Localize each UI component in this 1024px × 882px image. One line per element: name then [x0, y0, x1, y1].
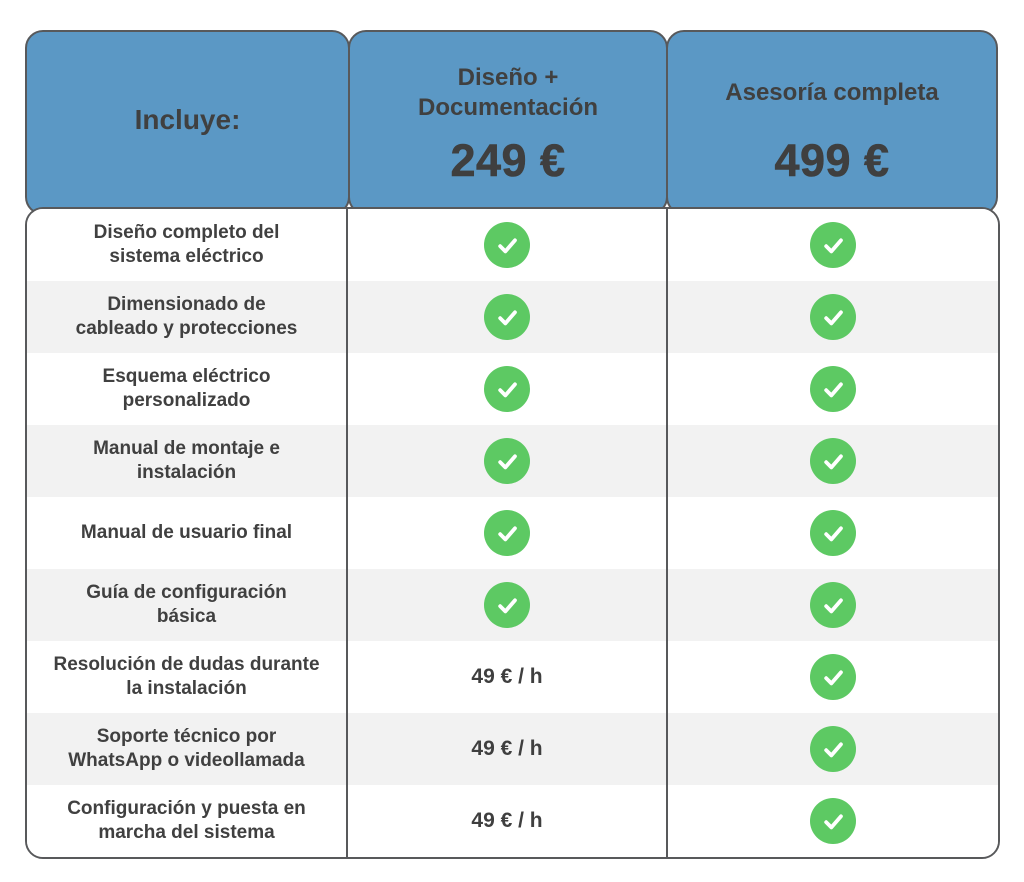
check-icon — [484, 294, 530, 340]
table-header-row: Incluye: Diseño + Documentación 249 € As… — [25, 30, 1000, 215]
check-icon — [484, 438, 530, 484]
hourly-rate-text: 49 € / h — [471, 665, 543, 688]
check-icon — [810, 294, 856, 340]
check-icon — [810, 438, 856, 484]
plan-price-advisory: 499 € — [774, 134, 890, 186]
check-icon — [484, 222, 530, 268]
check-icon — [810, 726, 856, 772]
check-icon — [810, 798, 856, 844]
header-cell-includes: Incluye: — [25, 30, 350, 215]
table-row: Diseño completo del sistema eléctrico — [27, 209, 998, 281]
check-icon — [810, 366, 856, 412]
feature-label: Manual de montaje e instalación — [27, 425, 348, 497]
table-row: Manual de usuario final — [27, 497, 998, 569]
plan1-cell: 49 € / h — [348, 785, 668, 857]
check-icon — [484, 582, 530, 628]
feature-label: Diseño completo del sistema eléctrico — [27, 209, 348, 281]
plan2-cell — [668, 569, 998, 641]
plan2-cell — [668, 785, 998, 857]
header-cell-plan-advisory: Asesoría completa 499 € — [666, 30, 998, 215]
feature-label: Guía de configuración básica — [27, 569, 348, 641]
plan2-cell — [668, 281, 998, 353]
feature-label: Resolución de dudas durante la instalaci… — [27, 641, 348, 713]
table-row: Guía de configuración básica — [27, 569, 998, 641]
plan1-cell — [348, 497, 668, 569]
includes-label: Incluye: — [134, 103, 241, 135]
plan1-cell: 49 € / h — [348, 641, 668, 713]
table-row: Esquema eléctrico personalizado — [27, 353, 998, 425]
feature-label: Esquema eléctrico personalizado — [27, 353, 348, 425]
table-row: Soporte técnico por WhatsApp o videollam… — [27, 713, 998, 785]
check-icon — [484, 366, 530, 412]
table-body: Diseño completo del sistema eléctrico Di… — [25, 207, 1000, 859]
feature-label: Dimensionado de cableado y protecciones — [27, 281, 348, 353]
plan1-cell — [348, 209, 668, 281]
plan1-cell — [348, 569, 668, 641]
check-icon — [810, 510, 856, 556]
plan2-cell — [668, 497, 998, 569]
plan1-cell — [348, 425, 668, 497]
table-row: Resolución de dudas durante la instalaci… — [27, 641, 998, 713]
feature-label: Configuración y puesta en marcha del sis… — [27, 785, 348, 857]
check-icon — [810, 654, 856, 700]
plan2-cell — [668, 641, 998, 713]
plan1-cell: 49 € / h — [348, 713, 668, 785]
hourly-rate-text: 49 € / h — [471, 737, 543, 760]
feature-label: Manual de usuario final — [27, 497, 348, 569]
plan2-cell — [668, 209, 998, 281]
plan1-cell — [348, 281, 668, 353]
plan-title-advisory: Asesoría completa — [725, 78, 939, 106]
table-row: Manual de montaje e instalación — [27, 425, 998, 497]
feature-label: Soporte técnico por WhatsApp o videollam… — [27, 713, 348, 785]
plan2-cell — [668, 713, 998, 785]
hourly-rate-text: 49 € / h — [471, 809, 543, 832]
plan-price-design: 249 € — [450, 134, 566, 186]
header-cell-plan-design: Diseño + Documentación 249 € — [348, 30, 668, 215]
plan2-cell — [668, 425, 998, 497]
pricing-table: Incluye: Diseño + Documentación 249 € As… — [25, 30, 1000, 859]
check-icon — [810, 222, 856, 268]
plan1-cell — [348, 353, 668, 425]
check-icon — [810, 582, 856, 628]
plan-title-design: Diseño + Documentación — [417, 64, 599, 121]
table-row: Configuración y puesta en marcha del sis… — [27, 785, 998, 857]
plan2-cell — [668, 353, 998, 425]
check-icon — [484, 510, 530, 556]
table-row: Dimensionado de cableado y protecciones — [27, 281, 998, 353]
